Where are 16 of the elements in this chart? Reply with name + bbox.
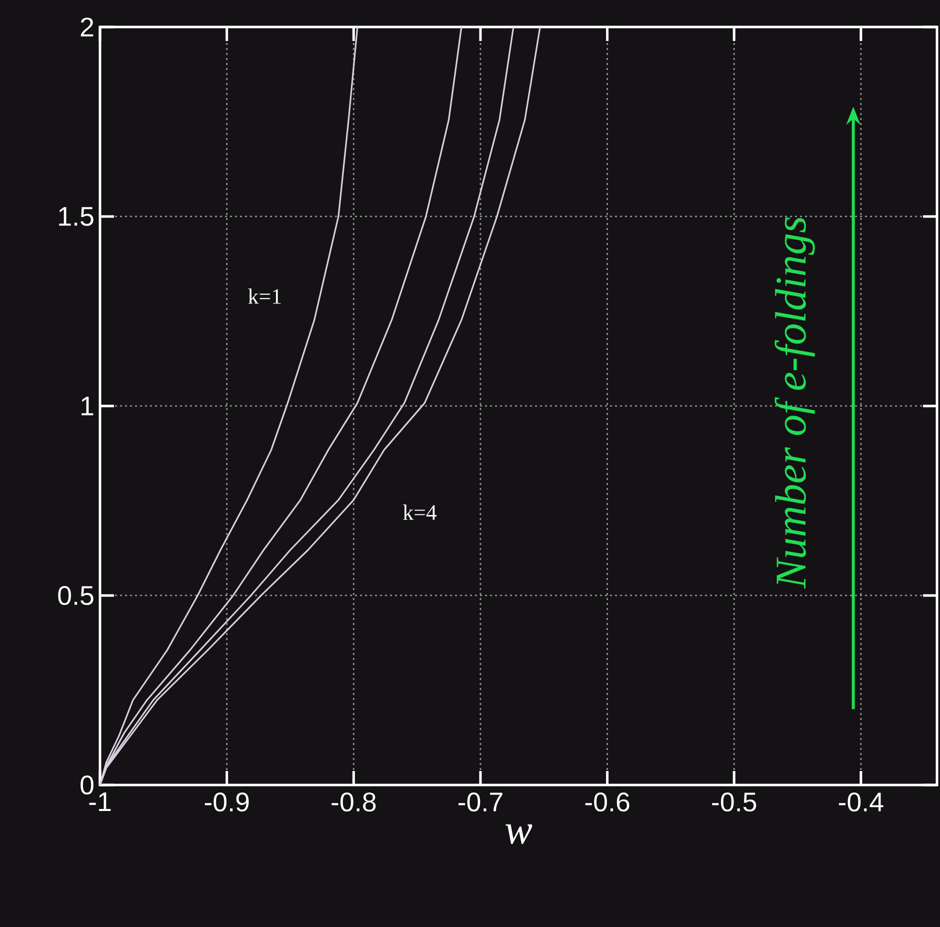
x-tick-label: -0.5 — [712, 792, 756, 812]
y-tick-label: 1 — [82, 396, 94, 416]
annotation: k=1 — [248, 288, 281, 304]
x-tick-label: -0.7 — [458, 792, 502, 812]
x-tick-label: -0.9 — [204, 792, 249, 812]
y-tick-label: 1.5 — [59, 207, 94, 226]
x-tick-label: -0.8 — [332, 792, 376, 812]
annotation: Number of e-foldings — [774, 217, 815, 589]
x-tick-label: -0.6 — [585, 792, 630, 812]
y-tick-label: 0.5 — [58, 586, 94, 606]
x-tick-label: -1 — [89, 792, 111, 812]
x-tick-label: -0.4 — [838, 792, 884, 812]
y-tick-label: 0 — [80, 775, 94, 795]
y-tick-label: 2 — [80, 18, 94, 36]
x-axis-title: w — [506, 824, 532, 844]
annotation: k=4 — [403, 504, 437, 520]
